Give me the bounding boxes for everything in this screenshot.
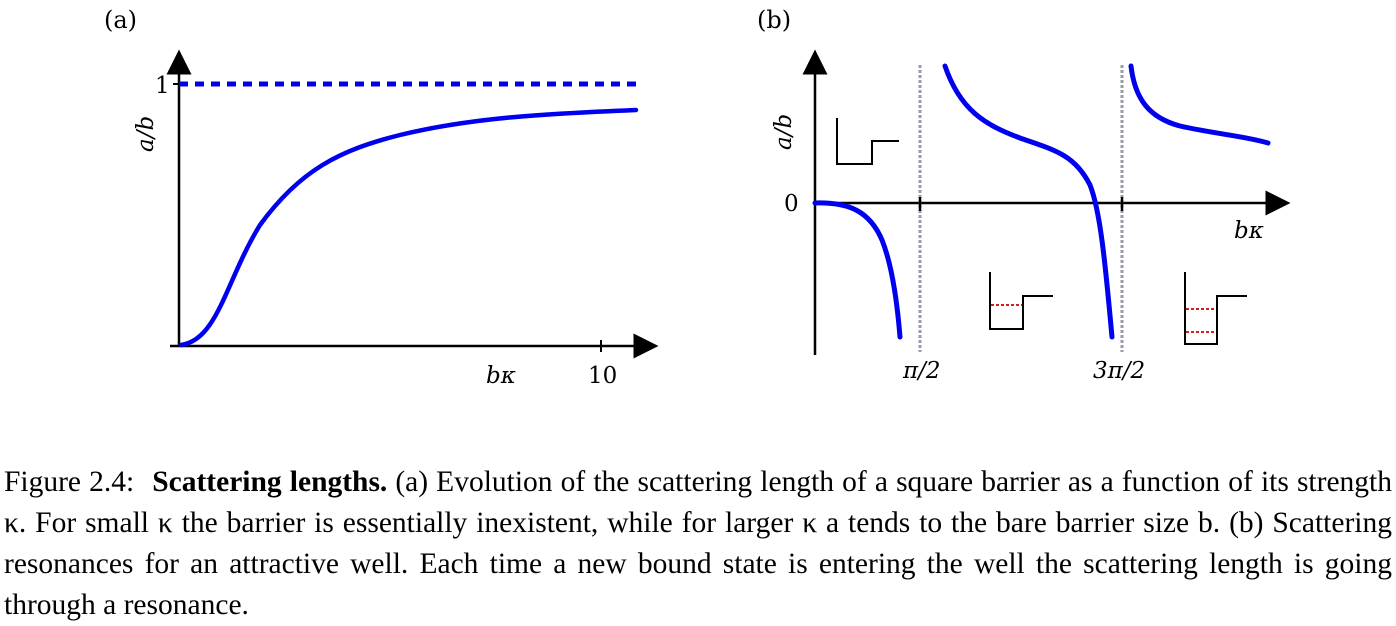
panel-b-xlabel: bκ [1234,218,1264,244]
panel-b-xtick-label-3pi-half: 3π/2 [1093,358,1145,384]
panel-b-label: (b) [757,6,791,34]
panel-a-label: (a) [104,6,137,34]
panel-a-xtick-label: 10 [588,363,617,389]
figure: (a) 1 10 bκ a/b (b) [104,6,1291,389]
figure-caption: Figure 2.4: Scattering lengths. (a) Evolut… [4,462,1392,626]
caption-body: (a) Evolution of the scattering length o… [4,466,1392,621]
panel-b-ytick-label: 0 [784,191,799,217]
panel-a: (a) 1 10 bκ a/b [104,6,659,389]
panel-a-xlabel: bκ [486,363,516,389]
panel-a-scattering-curve [178,107,639,348]
panel-b: (b) 0 bκ a/b π/2 3π/2 [757,6,1291,384]
panel-b-curve-branch-1 [812,200,903,340]
panel-a-ylabel: a/b [133,116,159,152]
caption-number: Figure 2.4: [4,466,135,498]
panel-a-ytick-label: 1 [155,73,170,99]
panel-b-ylabel: a/b [771,114,797,150]
inset-one-bound-state [989,272,1053,330]
caption-title: Scattering lengths. [152,466,388,498]
panel-b-xtick-label-pi-half: π/2 [902,358,941,384]
inset-no-bound-state [836,118,899,165]
inset-two-bound-states [1184,272,1247,345]
panel-b-curve-branch-2 [942,63,1115,340]
panel-b-curve-branch-3 [1128,63,1271,146]
